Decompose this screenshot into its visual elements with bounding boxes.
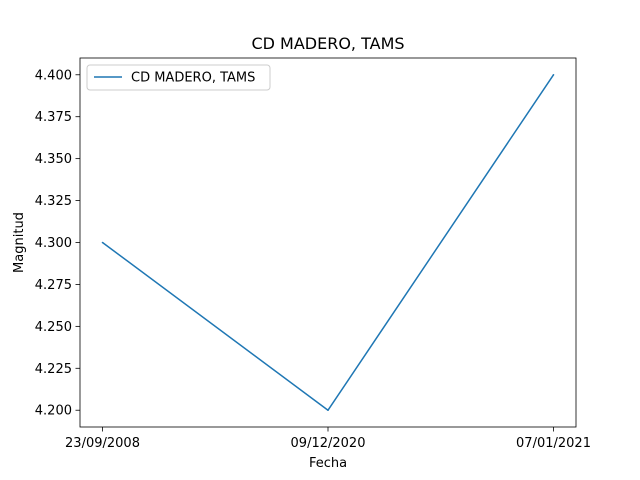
data-point: [101, 241, 104, 244]
y-tick-label: 4.325: [35, 194, 72, 209]
series-line: [102, 74, 555, 411]
y-tick-label: 4.200: [35, 404, 72, 419]
x-tick-label: 23/09/2008: [65, 436, 140, 451]
y-axis-label: Magnitud: [12, 212, 27, 273]
y-tick-label: 4.400: [35, 68, 72, 83]
series-layer: [101, 73, 555, 412]
y-tick-label: 4.350: [35, 152, 72, 167]
x-axis-label: Fecha: [309, 456, 347, 471]
data-point: [327, 409, 329, 412]
y-tick-label: 4.225: [35, 362, 72, 377]
y-tick-label: 4.375: [35, 110, 72, 125]
data-point: [552, 73, 555, 76]
x-tick-label: 07/01/2021: [516, 436, 591, 451]
legend: CD MADERO, TAMS: [86, 64, 271, 91]
chart-title: CD MADERO, TAMS: [251, 34, 404, 53]
y-tick-label: 4.250: [35, 320, 72, 335]
x-tick-label: 09/12/2020: [291, 436, 366, 451]
legend-box: [86, 64, 271, 91]
y-axis: 4.200 4.225 4.250 4.275 4.300 4.325 4.350 4.375…: [35, 68, 80, 419]
legend-label: CD MADERO, TAMS: [131, 71, 255, 86]
plot-frame: [79, 57, 577, 428]
x-axis: 23/09/2008 09/12/2020 07/01/2021: [65, 427, 591, 451]
y-tick-label: 4.300: [35, 236, 72, 251]
y-tick-label: 4.275: [35, 278, 72, 293]
